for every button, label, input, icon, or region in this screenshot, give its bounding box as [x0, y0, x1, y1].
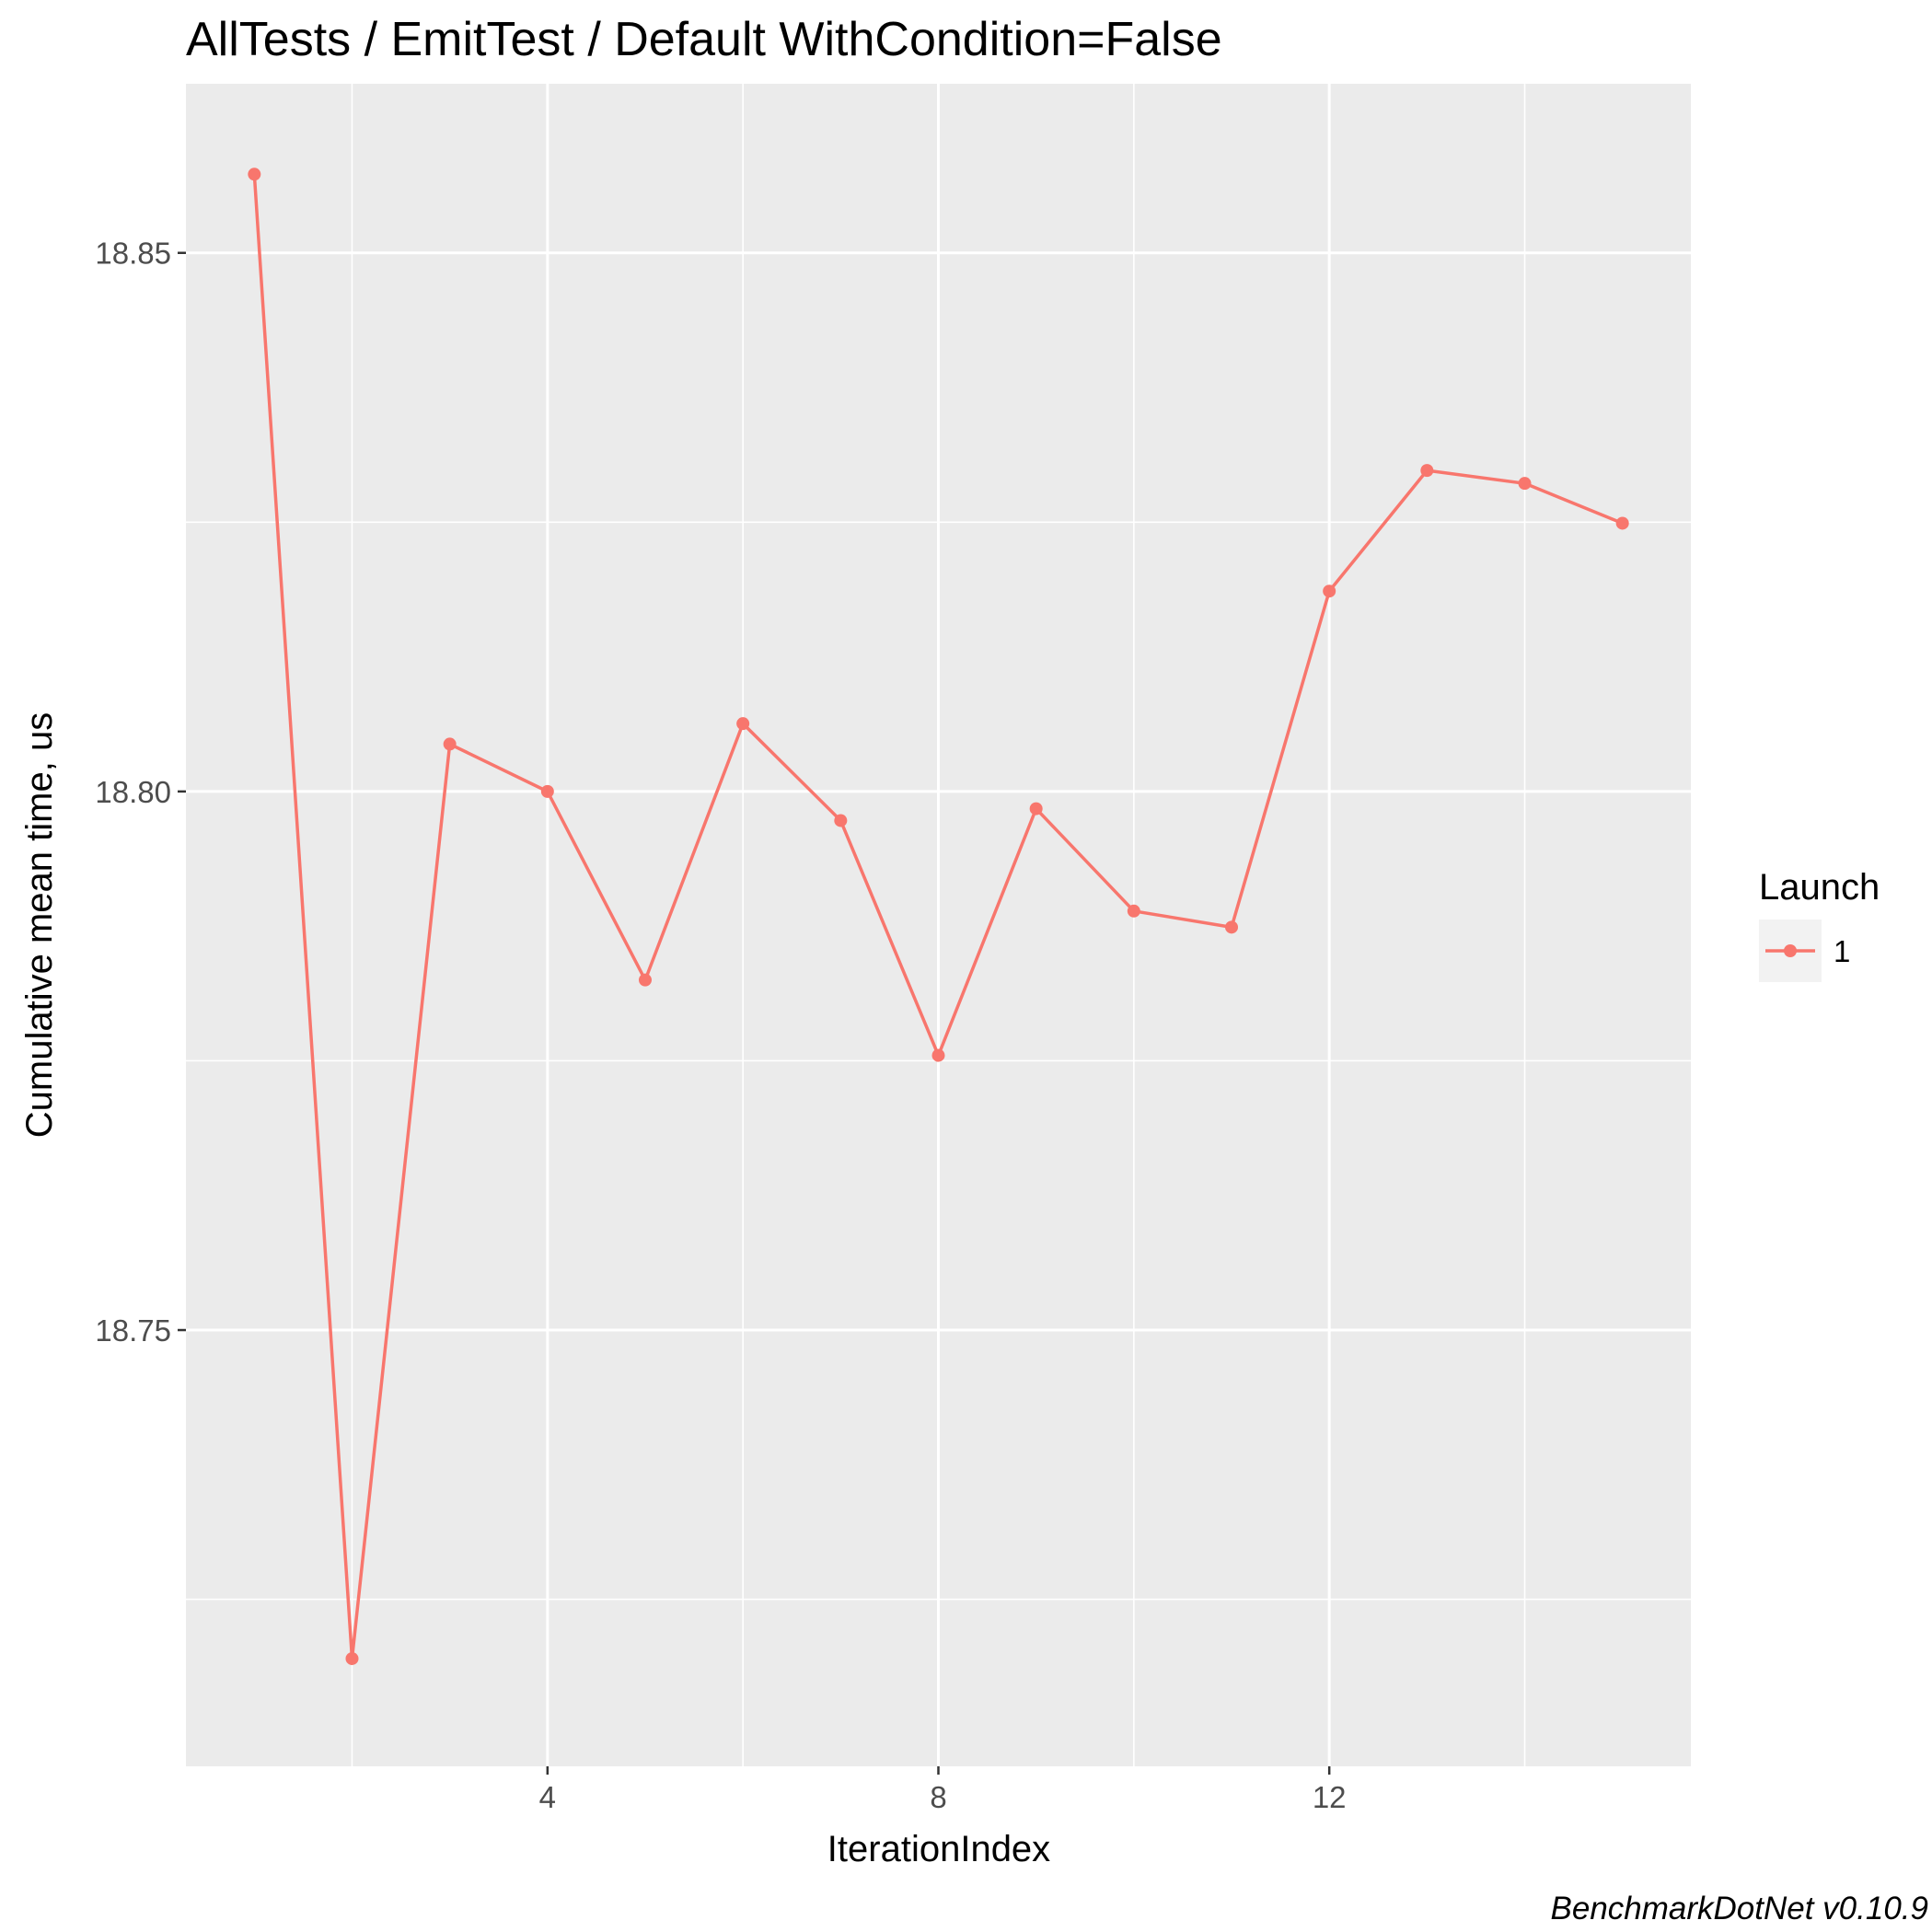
data-point	[1323, 584, 1336, 598]
data-point	[248, 168, 261, 181]
x-axis-title: IterationIndex	[827, 1829, 1050, 1869]
tick-labels: 4 8 12 18.75 18.80 18.85	[95, 237, 1346, 1814]
x-tick-label: 4	[539, 1780, 556, 1814]
data-point	[1225, 920, 1239, 934]
data-point	[1615, 516, 1629, 530]
data-point	[1420, 464, 1434, 478]
y-tick-label: 18.75	[95, 1313, 171, 1348]
data-point	[736, 717, 750, 731]
caption: BenchmarkDotNet v0.10.9	[1551, 1891, 1928, 1926]
legend: Launch 1	[1759, 867, 1880, 982]
data-point	[1029, 802, 1043, 816]
data-point	[834, 814, 848, 827]
data-point	[345, 1651, 359, 1665]
series-layer	[248, 168, 1629, 1665]
legend-title: Launch	[1759, 867, 1880, 908]
legend-label: 1	[1834, 934, 1850, 968]
x-tick-label: 12	[1313, 1780, 1347, 1814]
data-point	[1518, 477, 1532, 491]
data-point	[638, 973, 652, 987]
x-tick-label: 8	[930, 1780, 946, 1814]
data-point	[443, 737, 457, 751]
data-point	[540, 784, 554, 798]
y-tick-label: 18.85	[95, 237, 171, 271]
legend-key-point	[1784, 944, 1797, 957]
axis-ticks	[178, 251, 1331, 1775]
data-point	[931, 1048, 945, 1062]
data-point	[1127, 904, 1140, 918]
y-tick-label: 18.80	[95, 775, 171, 809]
grid-major	[186, 84, 1691, 1766]
chart-title: AllTests / EmitTest / Default WithCondit…	[186, 13, 1222, 66]
y-axis-title: Cumulative mean time, us	[19, 712, 60, 1138]
